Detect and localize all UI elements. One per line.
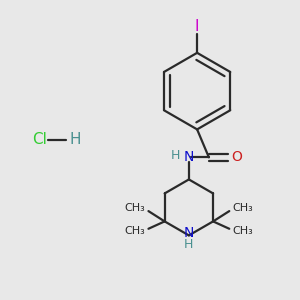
Text: N: N — [184, 226, 194, 240]
Text: CH₃: CH₃ — [232, 226, 253, 236]
Text: H: H — [69, 132, 80, 147]
Text: CH₃: CH₃ — [125, 203, 146, 213]
Text: I: I — [195, 19, 200, 34]
Text: CH₃: CH₃ — [125, 226, 146, 236]
Text: CH₃: CH₃ — [232, 203, 253, 213]
Text: H: H — [184, 238, 194, 251]
Text: H: H — [171, 148, 180, 161]
Text: N: N — [184, 150, 194, 164]
Text: O: O — [231, 150, 242, 164]
Text: Cl: Cl — [32, 132, 47, 147]
